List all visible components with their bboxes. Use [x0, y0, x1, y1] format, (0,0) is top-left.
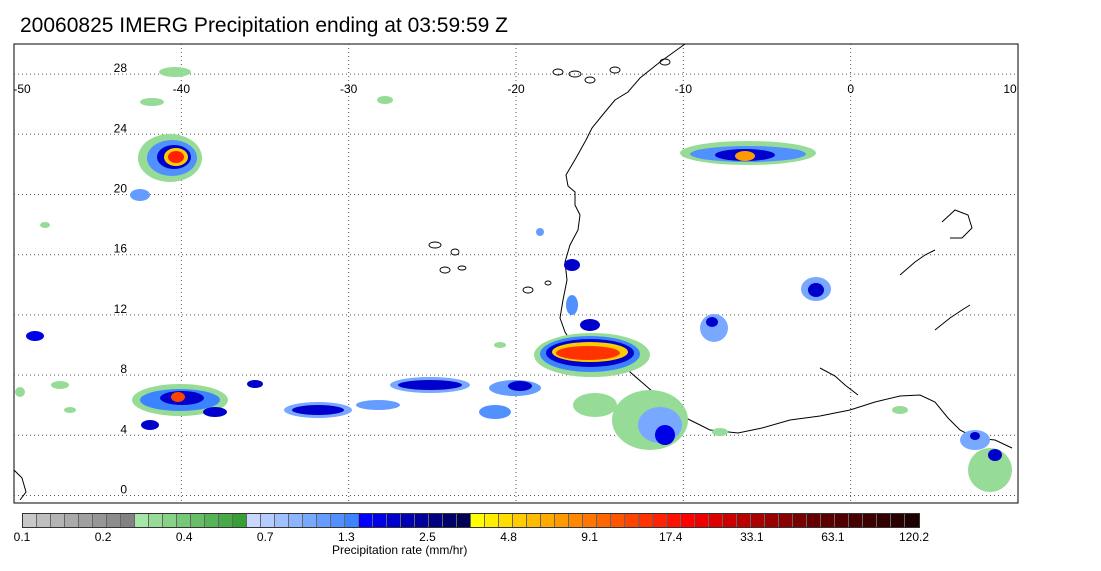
- lat-label: 0: [120, 482, 127, 496]
- colorbar-tick-label: 9.1: [581, 530, 598, 544]
- colorbar-swatch: [247, 514, 261, 527]
- colorbar-swatch: [681, 514, 695, 527]
- colorbar-tick-label: 17.4: [659, 530, 683, 544]
- colorbar-swatch: [695, 514, 709, 527]
- lat-label: 4: [120, 422, 127, 436]
- colorbar-swatch: [835, 514, 849, 527]
- colorbar-swatch: [191, 514, 205, 527]
- colorbar-swatch: [723, 514, 737, 527]
- colorbar-swatch: [485, 514, 499, 527]
- colorbar-swatch: [891, 514, 905, 527]
- colorbar-swatch: [583, 514, 597, 527]
- colorbar-swatch: [639, 514, 653, 527]
- colorbar-swatch: [79, 514, 93, 527]
- colorbar-swatch: [51, 514, 65, 527]
- colorbar-swatch: [877, 514, 891, 527]
- colorbar-swatch: [289, 514, 303, 527]
- colorbar-swatch: [611, 514, 625, 527]
- lat-label: 24: [114, 121, 128, 135]
- colorbar-swatch: [261, 514, 275, 527]
- colorbar-swatch: [793, 514, 807, 527]
- colorbar-swatch: [765, 514, 779, 527]
- colorbar-swatch: [65, 514, 79, 527]
- colorbar-swatch: [625, 514, 639, 527]
- colorbar-swatch: [527, 514, 541, 527]
- colorbar-swatch: [107, 514, 121, 527]
- colorbar-swatch: [275, 514, 289, 527]
- lon-label: -30: [340, 82, 358, 96]
- colorbar-swatch: [23, 514, 37, 527]
- lat-label: 16: [114, 242, 128, 256]
- colorbar-swatch: [331, 514, 345, 527]
- colorbar-swatch: [779, 514, 793, 527]
- colorbar-tick-label: 2.5: [419, 530, 436, 544]
- colorbar-tick-label: 0.1: [13, 530, 31, 544]
- colorbar-swatch: [121, 514, 135, 527]
- colorbar-swatch: [457, 514, 471, 527]
- islands: [428, 58, 671, 294]
- colorbar-swatch: [653, 514, 667, 527]
- lon-label: -40: [173, 82, 191, 96]
- colorbar-swatch: [135, 514, 149, 527]
- colorbar-swatch: [443, 514, 457, 527]
- colorbar-swatch: [849, 514, 863, 527]
- colorbar-tick-label: 120.2: [898, 530, 930, 544]
- colorbar-swatch: [709, 514, 723, 527]
- colorbar-swatch: [317, 514, 331, 527]
- lat-label: 28: [114, 61, 128, 75]
- colorbar-tick-label: 33.1: [740, 530, 764, 544]
- colorbar-tick-label: 0.4: [175, 530, 193, 544]
- colorbar-swatch: [569, 514, 583, 527]
- colorbar-swatch: [429, 514, 443, 527]
- colorbar-swatch: [807, 514, 821, 527]
- colorbar-swatch: [177, 514, 191, 527]
- colorbar-swatch: [387, 514, 401, 527]
- colorbar-swatch: [905, 514, 919, 527]
- colorbar-swatch: [149, 514, 163, 527]
- colorbar-swatch: [667, 514, 681, 527]
- colorbar-swatch: [205, 514, 219, 527]
- colorbar: [22, 513, 920, 528]
- colorbar-swatch: [359, 514, 373, 527]
- colorbar-swatch: [303, 514, 317, 527]
- colorbar-swatch: [219, 514, 233, 527]
- axis-labels: -50 -40 -30 -20 -10 0 10 28 24 20 16 12 8 4 0: [13, 61, 1017, 496]
- colorbar-swatch: [37, 514, 51, 527]
- colorbar-swatch: [401, 514, 415, 527]
- colorbar-swatch: [513, 514, 527, 527]
- colorbar-swatch: [541, 514, 555, 527]
- colorbar-swatch: [345, 514, 359, 527]
- lat-label: 20: [114, 181, 128, 195]
- colorbar-tick-label: 63.1: [821, 530, 845, 544]
- precipitation-map: -50 -40 -30 -20 -10 0 10 28 24 20 16 12 8 4 0: [13, 43, 1019, 504]
- colorbar-swatch: [471, 514, 485, 527]
- lon-label: -50: [13, 82, 31, 96]
- lon-label: 0: [847, 82, 854, 96]
- colorbar-swatch: [751, 514, 765, 527]
- gridlines: [14, 44, 1018, 503]
- lat-label: 8: [120, 362, 127, 376]
- lat-label: 12: [114, 302, 128, 316]
- precip-cells: [15, 67, 1012, 492]
- colorbar-tick-label: 0.7: [256, 530, 274, 544]
- colorbar-label: Precipitation rate (mm/hr): [332, 543, 468, 557]
- colorbar-swatch: [737, 514, 751, 527]
- colorbar-swatch: [499, 514, 513, 527]
- lon-label: 10: [1003, 82, 1017, 96]
- lon-label: -20: [507, 82, 525, 96]
- colorbar-swatch: [415, 514, 429, 527]
- colorbar-swatch: [373, 514, 387, 527]
- colorbar-swatch: [555, 514, 569, 527]
- lon-label: -10: [675, 82, 693, 96]
- chart-title: 20060825 IMERG Precipitation ending at 0…: [20, 14, 508, 37]
- colorbar-swatch: [863, 514, 877, 527]
- colorbar-swatch: [163, 514, 177, 527]
- colorbar-swatch: [93, 514, 107, 527]
- colorbar-swatch: [233, 514, 247, 527]
- colorbar-swatch: [821, 514, 835, 527]
- colorbar-swatch: [597, 514, 611, 527]
- colorbar-tick-label: 1.3: [338, 530, 355, 544]
- colorbar-tick-label: 0.2: [94, 530, 112, 544]
- colorbar-tick-label: 4.8: [500, 530, 517, 544]
